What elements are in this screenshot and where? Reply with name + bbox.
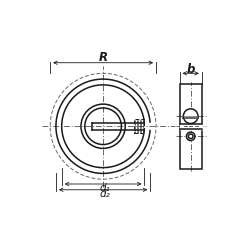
Text: d₁: d₁ [100,183,110,193]
Text: d₂: d₂ [100,189,110,199]
Bar [180,84,202,168]
Circle shape [186,132,195,140]
Bar [134,119,144,134]
Text: R: R [98,52,108,64]
Text: b: b [186,62,195,76]
Circle shape [183,109,198,124]
